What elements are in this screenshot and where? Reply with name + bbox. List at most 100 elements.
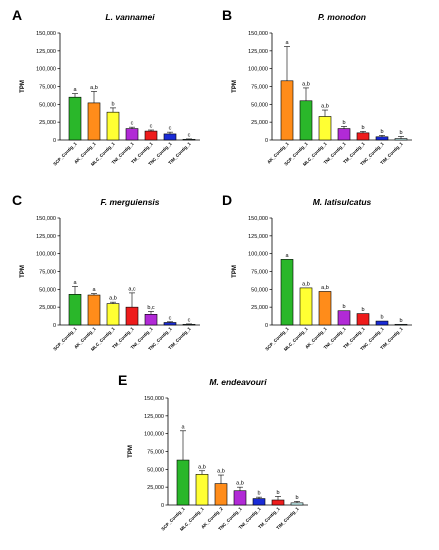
y-tick-label: 75,000: [147, 450, 164, 456]
bar-TNC_Contig_1: [163, 133, 177, 141]
significance-letter: b: [399, 318, 402, 324]
significance-letter: a,b: [302, 81, 310, 87]
y-tick-label: 100,000: [144, 432, 164, 438]
panel-letter: E: [118, 372, 127, 388]
bar-AK_Contig_1: [87, 102, 101, 141]
panel-letter: C: [12, 192, 22, 208]
bar-TIM_Contig_1: [394, 323, 408, 326]
significance-letter: b: [361, 125, 364, 131]
significance-letter: a,c: [128, 286, 136, 292]
significance-letter: b,c: [147, 305, 155, 311]
y-tick-label: 125,000: [248, 49, 268, 55]
y-tick-label: 150,000: [36, 31, 56, 37]
significance-letter: c: [169, 315, 172, 321]
significance-letter: b: [111, 101, 114, 107]
bar-TM_Contig_1: [356, 313, 370, 326]
y-axis-label: TPM: [128, 445, 134, 458]
bar-TM_Contig_1: [356, 132, 370, 141]
y-tick-label: 100,000: [248, 67, 268, 73]
bar-TNC_Contig_1: [163, 322, 177, 326]
chart-title: F. merguiensis: [100, 197, 159, 207]
bar-TNI_Contig_1: [125, 128, 139, 141]
significance-letter: a,b: [302, 281, 310, 287]
y-tick-label: 75,000: [39, 270, 56, 276]
y-tick-label: 25,000: [251, 120, 268, 126]
significance-letter: a,b: [109, 296, 117, 302]
bar-AK_Contig_1: [318, 291, 332, 326]
y-tick-label: 25,000: [39, 305, 56, 311]
significance-letter: a: [285, 40, 289, 46]
significance-letter: b: [399, 130, 402, 136]
y-tick-label: 0: [161, 503, 164, 509]
bar-TNI_Contig_1: [337, 128, 351, 141]
bar-SCP_Contig_1: [299, 100, 313, 141]
significance-letter: a: [73, 280, 77, 286]
y-tick-label: 100,000: [36, 67, 56, 73]
y-tick-label: 150,000: [248, 31, 268, 37]
y-tick-label: 125,000: [36, 49, 56, 55]
panel-letter: B: [222, 7, 232, 23]
bar-SCP_Contig_1: [280, 259, 294, 326]
significance-letter: b: [276, 490, 279, 496]
bar-TIM_Contig_1: [394, 138, 408, 141]
bar-TNI_Contig_1: [144, 313, 158, 326]
bar-SCP_Contig_1: [176, 459, 190, 506]
significance-letter: a,b: [90, 85, 98, 91]
significance-letter: c: [131, 121, 134, 127]
significance-letter: c: [150, 124, 153, 130]
y-axis-label: TPM: [232, 265, 238, 278]
chart-title: M. endeavouri: [209, 377, 267, 387]
y-tick-label: 100,000: [36, 252, 56, 258]
y-tick-label: 75,000: [251, 270, 268, 276]
significance-letter: b: [361, 307, 364, 313]
significance-letter: a,b: [321, 104, 329, 110]
significance-letter: c: [169, 126, 172, 132]
bar-TM_Contig_1: [125, 306, 139, 326]
bar-SCP_Contig_1: [68, 96, 82, 141]
significance-letter: a,b: [217, 469, 225, 475]
chart-title: L. vannamei: [105, 12, 155, 22]
y-tick-label: 150,000: [36, 216, 56, 222]
bar-TM_Contig_1: [144, 130, 158, 141]
y-tick-label: 50,000: [39, 287, 56, 293]
significance-letter: a: [285, 253, 289, 259]
bar-TNC_Contig_1: [233, 490, 247, 506]
significance-letter: a: [73, 87, 77, 93]
significance-letter: a,b: [236, 481, 244, 487]
y-tick-label: 50,000: [147, 467, 164, 473]
y-tick-label: 50,000: [251, 102, 268, 108]
y-tick-label: 0: [53, 323, 56, 329]
bar-MLC_Contig_1: [195, 474, 209, 506]
significance-letter: c: [188, 317, 191, 323]
bar-TNC_Contig_1: [375, 136, 389, 141]
significance-letter: a: [92, 287, 96, 293]
bar-TNI_Contig_1: [337, 310, 351, 326]
chart-title: M. latisulcatus: [313, 197, 372, 207]
significance-letter: b: [380, 315, 383, 321]
y-tick-label: 50,000: [251, 287, 268, 293]
y-tick-label: 125,000: [144, 414, 164, 420]
significance-letter: a,b: [321, 285, 329, 291]
significance-letter: c: [188, 132, 191, 138]
bar-TIM_Contig_1: [182, 138, 196, 141]
bar-MLC_Contig_1: [318, 116, 332, 141]
y-tick-label: 0: [53, 138, 56, 144]
bar-TIM_Contig_1: [290, 502, 304, 506]
bar-MLC_Contig_1: [106, 303, 120, 326]
y-tick-label: 0: [265, 138, 268, 144]
significance-letter: b: [257, 491, 260, 497]
bar-TIM_Contig_1: [182, 323, 196, 326]
significance-letter: b: [342, 120, 345, 126]
significance-letter: a: [181, 424, 185, 430]
y-tick-label: 150,000: [144, 396, 164, 402]
y-axis-label: TPM: [232, 80, 238, 93]
y-axis-label: TPM: [20, 80, 26, 93]
y-tick-label: 75,000: [39, 85, 56, 91]
y-tick-label: 25,000: [251, 305, 268, 311]
y-tick-label: 100,000: [248, 252, 268, 258]
y-tick-label: 25,000: [147, 485, 164, 491]
bar-MLC_Contig_1: [106, 111, 120, 141]
bar-TM_Contig_1: [271, 499, 285, 506]
